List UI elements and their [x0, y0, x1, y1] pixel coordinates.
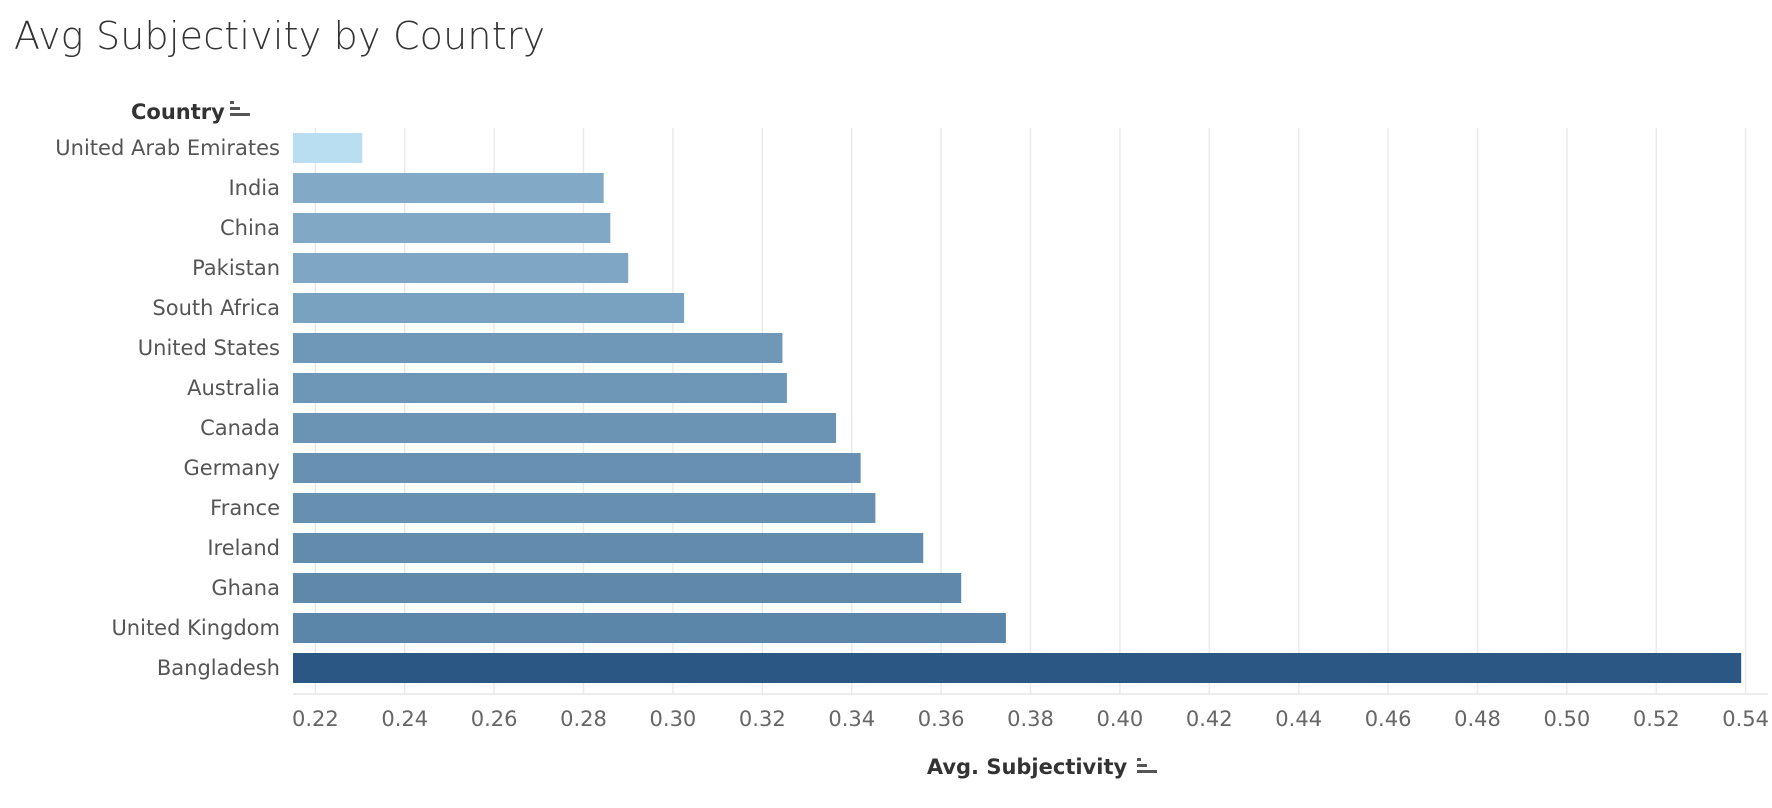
x-tick-label: 0.54 [1722, 707, 1769, 731]
bar[interactable] [293, 253, 629, 283]
x-tick-label: 0.34 [828, 707, 875, 731]
x-tick-label: 0.46 [1365, 707, 1412, 731]
x-axis-title-label: Avg. Subjectivity [927, 755, 1128, 779]
category-label: Canada [200, 416, 280, 440]
category-label: Germany [183, 456, 280, 480]
x-tick-label: 0.42 [1186, 707, 1233, 731]
category-label: Bangladesh [157, 656, 280, 680]
x-tick-label: 0.38 [1007, 707, 1054, 731]
bar[interactable] [293, 173, 604, 203]
x-tick-label: 0.40 [1097, 707, 1144, 731]
x-tick-label: 0.44 [1275, 707, 1322, 731]
gridlines [293, 128, 1768, 695]
x-tick-label: 0.26 [471, 707, 518, 731]
category-label: Ghana [211, 576, 280, 600]
sort-descending-icon[interactable] [1137, 758, 1157, 773]
x-tick-label: 0.52 [1633, 707, 1680, 731]
sort-descending-icon[interactable] [230, 101, 250, 116]
bar[interactable] [293, 533, 924, 563]
category-header-label: Country [131, 100, 225, 124]
category-label: United Kingdom [111, 616, 280, 640]
bar[interactable] [293, 493, 876, 523]
bar[interactable] [293, 413, 837, 443]
category-label: United Arab Emirates [55, 136, 280, 160]
x-tick-label: 0.30 [650, 707, 697, 731]
category-header[interactable]: Country [131, 100, 250, 124]
bar[interactable] [293, 573, 962, 603]
category-label: Pakistan [192, 256, 280, 280]
bars [293, 133, 1742, 683]
bar[interactable] [293, 613, 1006, 643]
x-tick-label: 0.24 [381, 707, 428, 731]
x-axis-ticks: 0.22 0.24 0.26 0.28 0.30 0.32 0.34 0.36 0.38 0.40… [292, 707, 1769, 731]
x-tick-label: 0.32 [739, 707, 786, 731]
category-labels: United Arab Emirates India China Pakistan So… [55, 136, 280, 680]
bar[interactable] [293, 213, 611, 243]
category-label: South Africa [152, 296, 280, 320]
x-tick-label: 0.48 [1454, 707, 1501, 731]
bar[interactable] [293, 453, 861, 483]
x-tick-label: 0.22 [292, 707, 339, 731]
bar[interactable] [293, 133, 363, 163]
x-tick-label: 0.36 [918, 707, 965, 731]
category-label: Ireland [207, 536, 280, 560]
category-label: France [210, 496, 280, 520]
category-label: China [220, 216, 280, 240]
bar[interactable] [293, 653, 1742, 683]
chart-title: Avg Subjectivity by Country [14, 14, 546, 58]
x-tick-label: 0.28 [560, 707, 607, 731]
x-tick-label: 0.50 [1543, 707, 1590, 731]
bar[interactable] [293, 333, 783, 363]
bar[interactable] [293, 293, 685, 323]
bar[interactable] [293, 373, 787, 403]
x-axis-title[interactable]: Avg. Subjectivity [927, 755, 1157, 779]
category-label: United States [138, 336, 280, 360]
category-label: India [228, 176, 280, 200]
category-label: Australia [187, 376, 280, 400]
